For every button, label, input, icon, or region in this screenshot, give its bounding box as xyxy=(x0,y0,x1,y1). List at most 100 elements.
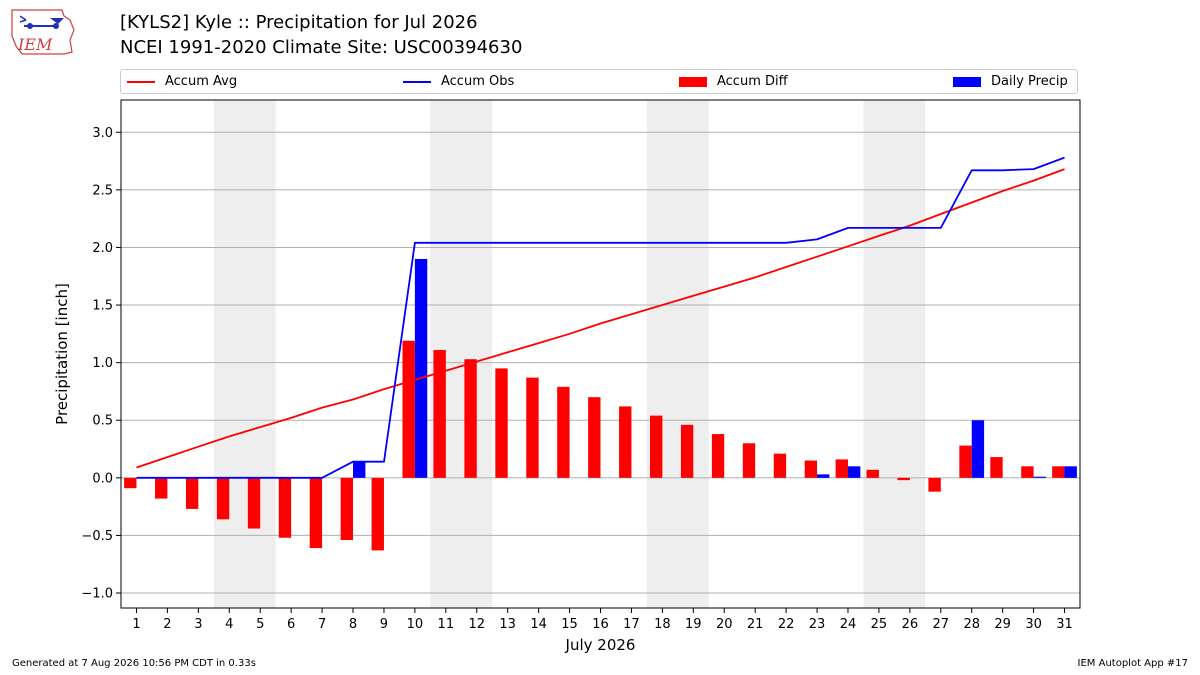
x-tick-label: 16 xyxy=(592,617,609,632)
footer-app: IEM Autoplot App #17 xyxy=(1077,658,1188,669)
diff-bar-day-17 xyxy=(619,406,632,478)
y-tick-label: 0.0 xyxy=(92,471,113,486)
legend-item-daily-precip: Daily Precip xyxy=(953,70,1068,93)
x-tick-label: 31 xyxy=(1056,617,1073,632)
legend-swatch-daily-precip xyxy=(953,76,981,87)
diff-bar-day-22 xyxy=(773,453,787,478)
chart-subtitle: NCEI 1991-2020 Climate Site: USC00394630 xyxy=(120,37,523,58)
diff-bar-day-23 xyxy=(804,460,818,478)
diff-bar-day-16 xyxy=(588,397,601,478)
legend-item-accum-avg: Accum Avg xyxy=(127,70,237,93)
diff-bar-day-3 xyxy=(185,477,199,509)
diff-bar-day-27 xyxy=(928,477,941,492)
lines xyxy=(136,156,1065,479)
x-axis-label: July 2026 xyxy=(565,636,636,654)
diff-bar-day-9 xyxy=(371,477,384,551)
diff-bar-day-19 xyxy=(680,424,694,478)
x-tick-label: 2 xyxy=(163,617,171,632)
diff-bar-day-8 xyxy=(340,477,354,541)
daily-bar-day-30 xyxy=(1033,476,1046,478)
y-axis-label: Precipitation [inch] xyxy=(53,283,71,425)
daily-bar-day-8 xyxy=(353,461,366,478)
x-tick-label: 30 xyxy=(1025,617,1042,632)
daily-bar-day-23 xyxy=(817,474,830,478)
x-tick-label: 1 xyxy=(132,617,140,632)
legend-item-accum-diff: Accum Diff xyxy=(679,70,788,93)
weekend-band-4 xyxy=(863,100,926,608)
axes: −1.0−0.50.00.51.01.52.02.53.01 2 3 4 5 6 7 8 9 10… xyxy=(81,126,1072,632)
y-tick-label: 0.5 xyxy=(92,414,113,429)
x-tick-label: 23 xyxy=(809,617,826,632)
x-tick-label: 28 xyxy=(963,617,980,632)
footer-generated: Generated at 7 Aug 2026 10:56 PM CDT in … xyxy=(12,658,256,669)
diff-bar-day-24 xyxy=(835,459,848,478)
y-tick-label: 1.5 xyxy=(92,299,113,314)
diff-bar-day-15 xyxy=(557,386,570,478)
diff-bar-day-1 xyxy=(124,477,137,489)
x-tick-label: 7 xyxy=(318,617,326,632)
x-tick-label: 27 xyxy=(933,617,950,632)
weekend-band-3 xyxy=(646,100,709,608)
y-tick-label: −0.5 xyxy=(81,529,113,544)
daily-bar-day-28 xyxy=(971,420,985,478)
diff-bar-day-20 xyxy=(711,434,725,478)
bars xyxy=(124,258,1077,551)
x-tick-label: 13 xyxy=(499,617,516,632)
legend-label-accum-avg: Accum Avg xyxy=(165,74,238,89)
x-tick-label: 18 xyxy=(654,617,671,632)
legend-label-accum-obs: Accum Obs xyxy=(441,74,515,89)
diff-bar-day-21 xyxy=(742,443,756,478)
legend-swatch-accum-avg xyxy=(127,80,155,83)
x-tick-label: 19 xyxy=(685,617,702,632)
daily-bar-day-24 xyxy=(847,466,861,478)
x-tick-label: 15 xyxy=(561,617,578,632)
diff-bar-day-2 xyxy=(155,477,168,499)
diff-bar-day-13 xyxy=(495,368,508,478)
y-tick-label: 1.0 xyxy=(92,356,113,371)
x-tick-label: 21 xyxy=(747,617,764,632)
legend-swatch-accum-obs xyxy=(403,80,431,83)
x-tick-label: 20 xyxy=(716,617,733,632)
x-tick-label: 4 xyxy=(225,617,233,632)
diff-bar-day-26 xyxy=(897,477,910,481)
diff-bar-day-18 xyxy=(649,415,663,478)
y-tick-label: 2.0 xyxy=(92,241,113,256)
x-tick-label: 9 xyxy=(380,617,388,632)
diff-bar-day-11 xyxy=(433,349,446,478)
x-tick-label: 8 xyxy=(349,617,357,632)
iem-logo: IEM xyxy=(11,9,75,55)
x-tick-label: 5 xyxy=(256,617,264,632)
x-tick-label: 12 xyxy=(468,617,485,632)
legend-item-accum-obs: Accum Obs xyxy=(403,70,514,93)
legend-label-daily-precip: Daily Precip xyxy=(991,74,1068,89)
diff-bar-day-14 xyxy=(526,377,539,478)
x-tick-label: 11 xyxy=(438,617,455,632)
x-tick-label: 10 xyxy=(407,617,424,632)
x-tick-label: 22 xyxy=(778,617,795,632)
diff-bar-day-7 xyxy=(309,477,323,549)
weekend-bands xyxy=(213,100,926,608)
x-tick-label: 24 xyxy=(840,617,857,632)
diff-bar-day-29 xyxy=(990,457,1003,478)
weekend-band-1 xyxy=(213,100,276,608)
daily-bar-day-31 xyxy=(1064,466,1077,478)
accum-avg-line xyxy=(136,168,1065,469)
diff-bar-day-12 xyxy=(464,359,477,478)
x-tick-label: 3 xyxy=(194,617,202,632)
diff-bar-day-25 xyxy=(866,469,879,478)
accum-obs-line xyxy=(136,156,1065,479)
logo-text: IEM xyxy=(17,35,53,54)
x-tick-label: 14 xyxy=(530,617,547,632)
legend: Accum Avg Accum Obs Accum Diff Daily Pre… xyxy=(120,69,1078,94)
x-tick-label: 29 xyxy=(994,617,1011,632)
legend-label-accum-diff: Accum Diff xyxy=(717,74,788,89)
y-tick-label: 3.0 xyxy=(92,126,113,141)
x-tick-label: 17 xyxy=(623,617,640,632)
y-tick-label: −1.0 xyxy=(81,587,113,602)
chart-title: [KYLS2] Kyle :: Precipitation for Jul 20… xyxy=(120,12,478,33)
diff-bar-day-28 xyxy=(959,445,972,478)
x-tick-label: 26 xyxy=(902,617,919,632)
diff-bar-day-31 xyxy=(1052,466,1065,478)
diff-bar-day-5 xyxy=(247,477,261,529)
